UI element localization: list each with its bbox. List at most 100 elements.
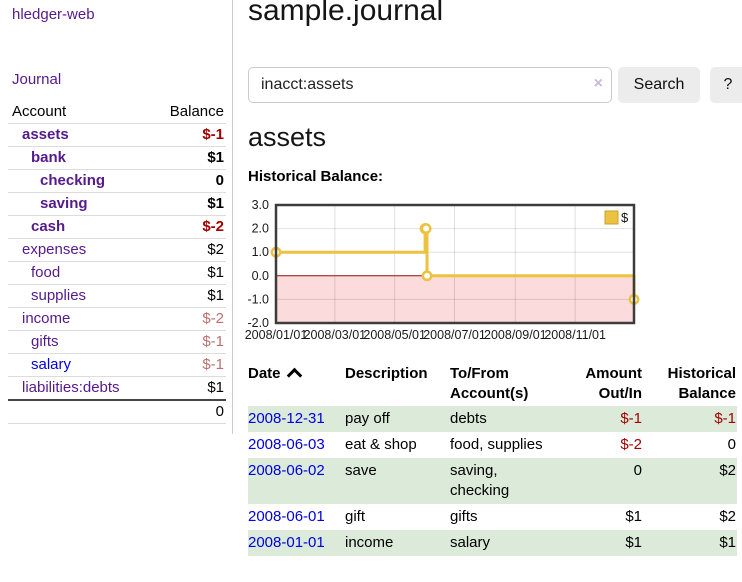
account-balance: $-2 — [152, 307, 226, 331]
account-row: salary $-1 — [8, 353, 226, 377]
help-button[interactable]: ? — [710, 67, 742, 103]
register-row: 2008-06-02 save saving, checking 0 $2 — [248, 458, 737, 504]
register-balance-cell: $2 — [719, 508, 736, 525]
clear-search-icon[interactable]: × — [593, 75, 603, 92]
accounts-total-spacer — [8, 399, 153, 424]
register-balance-cell: 0 — [727, 436, 736, 453]
sidebar-item-journal[interactable]: Journal — [12, 71, 62, 88]
register-accounts-cell: gifts — [450, 508, 478, 525]
register-accounts-cell: debts — [450, 410, 487, 427]
register-date-cell: 2008-06-01 — [248, 504, 345, 530]
register-row: 2008-01-01 income salary $1 $1 — [248, 530, 737, 556]
svg-text:1.0: 1.0 — [252, 245, 269, 259]
account-row: supplies $1 — [8, 284, 226, 308]
account-row: saving $1 — [8, 192, 226, 216]
register-header-amount: Amount Out/In — [585, 365, 642, 402]
transaction-date-link[interactable]: 2008-06-03 — [248, 436, 325, 453]
account-link[interactable]: income — [22, 310, 71, 327]
account-name-cell: supplies — [8, 284, 153, 308]
account-balance: $1 — [152, 284, 226, 308]
account-link[interactable]: cash — [31, 218, 66, 235]
account-row: liabilities:debts $1 — [8, 377, 226, 401]
register-description-cell: eat & shop — [345, 436, 417, 453]
register-description-cell: save — [345, 462, 377, 479]
svg-text:2008/07/01: 2008/07/01 — [423, 328, 486, 342]
register-description-cell: income — [345, 534, 394, 551]
svg-text:3.0: 3.0 — [252, 198, 269, 212]
register-table: Date Description To/From Account(s) Amou… — [248, 362, 737, 556]
account-link[interactable]: expenses — [22, 241, 87, 258]
account-balance: $-1 — [152, 353, 226, 377]
account-link[interactable]: assets — [22, 126, 69, 143]
account-heading: assets — [248, 122, 327, 152]
account-link[interactable]: food — [31, 264, 61, 281]
register-accounts-cell: food, supplies — [450, 436, 543, 453]
register-header-row: Date Description To/From Account(s) Amou… — [248, 362, 737, 406]
chart-title: Historical Balance: — [248, 168, 384, 185]
account-row: expenses $2 — [8, 238, 226, 262]
account-link[interactable]: salary — [31, 356, 72, 373]
svg-text:2008/01/01: 2008/01/01 — [245, 328, 308, 342]
account-link[interactable]: saving — [40, 195, 88, 212]
svg-text:0.0: 0.0 — [252, 269, 269, 283]
svg-text:2008/03/01: 2008/03/01 — [304, 328, 367, 342]
svg-text:$: $ — [621, 210, 629, 225]
account-link[interactable]: liabilities:debts — [22, 379, 120, 396]
svg-text:-2.0: -2.0 — [247, 316, 269, 330]
register-header-accounts: To/From Account(s) — [450, 365, 529, 402]
register-header-date[interactable]: Date — [248, 362, 345, 406]
register-amount-cell: $1 — [625, 534, 642, 551]
account-name-cell: liabilities:debts — [8, 377, 153, 401]
search-input[interactable] — [248, 67, 612, 103]
search-input-wrap: × — [248, 67, 612, 103]
accounts-total-value: 0 — [152, 399, 226, 424]
sort-ascending-icon[interactable] — [286, 367, 302, 384]
register-row: 2008-06-01 gift gifts $1 $2 — [248, 504, 737, 530]
account-name-cell: income — [8, 307, 153, 331]
register-date-cell: 2008-06-02 — [248, 458, 345, 504]
accounts-table: Account Balance assets $-1 bank $1 checking 0… — [8, 101, 226, 424]
transaction-date-link[interactable]: 2008-01-01 — [248, 534, 325, 551]
register-row: 2008-06-03 eat & shop food, supplies $-2 0 — [248, 432, 737, 458]
account-name-cell: checking — [8, 169, 153, 193]
account-balance: $1 — [152, 146, 226, 170]
register-header-description: Description — [345, 365, 428, 382]
search-button[interactable]: Search — [618, 67, 700, 103]
svg-text:2008/05/01: 2008/05/01 — [363, 328, 426, 342]
svg-text:-1.0: -1.0 — [247, 292, 269, 306]
historical-balance-chart: $3.0 2.0 1.0 0.0 -1.0 -2.02008/01/012008/03/0… — [245, 198, 640, 342]
register-header-balance: Historical Balance — [667, 365, 736, 402]
account-name-cell: expenses — [8, 238, 153, 262]
account-row: gifts $-1 — [8, 330, 226, 354]
account-name-cell: bank — [8, 146, 153, 170]
transaction-date-link[interactable]: 2008-06-02 — [248, 462, 325, 479]
transaction-date-link[interactable]: 2008-06-01 — [248, 508, 325, 525]
main-content: sample.journal × Search ? assets Histori… — [245, 0, 742, 582]
account-balance: $-2 — [152, 215, 226, 239]
register-description-cell: gift — [345, 508, 366, 525]
register-row: 2008-12-31 pay off debts $-1 $-1 — [248, 406, 737, 432]
account-link[interactable]: bank — [31, 149, 67, 166]
account-link[interactable]: gifts — [31, 333, 59, 350]
account-name-cell: cash — [8, 215, 153, 239]
account-row: assets $-1 — [8, 123, 226, 147]
accounts-header-balance: Balance — [152, 101, 226, 124]
account-row: bank $1 — [8, 146, 226, 170]
account-link[interactable]: checking — [40, 172, 106, 189]
register-accounts-cell: salary — [450, 534, 491, 551]
brand-link[interactable]: hledger-web — [12, 6, 95, 23]
account-name-cell: gifts — [8, 330, 153, 354]
accounts-total-row: 0 — [8, 399, 226, 424]
account-link[interactable]: supplies — [31, 287, 87, 304]
register-date-cell: 2008-12-31 — [248, 406, 345, 432]
svg-text:2008/11/01: 2008/11/01 — [544, 328, 606, 342]
search-bar: × Search ? — [248, 67, 742, 103]
account-balance: $-1 — [152, 330, 226, 354]
transaction-date-link[interactable]: 2008-12-31 — [248, 410, 325, 427]
account-name-cell: assets — [8, 123, 153, 147]
accounts-header-account: Account — [8, 101, 153, 124]
register-amount-cell: $-2 — [620, 436, 642, 453]
account-name-cell: salary — [8, 353, 153, 377]
accounts-header-row: Account Balance — [8, 101, 226, 124]
